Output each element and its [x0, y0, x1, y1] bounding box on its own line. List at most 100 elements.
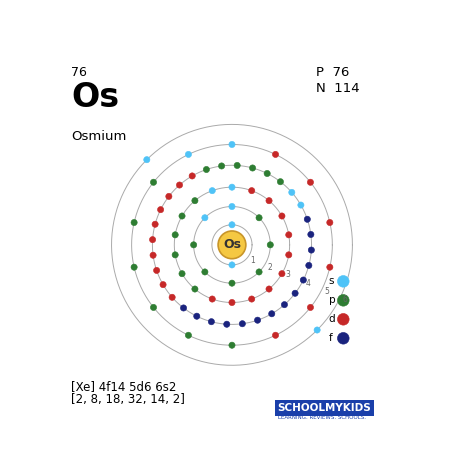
Circle shape: [229, 203, 235, 210]
Circle shape: [229, 222, 235, 228]
Circle shape: [185, 151, 191, 157]
Circle shape: [255, 317, 261, 323]
Circle shape: [160, 282, 166, 288]
Circle shape: [131, 264, 137, 270]
Circle shape: [229, 300, 235, 306]
Circle shape: [279, 213, 285, 219]
Circle shape: [203, 166, 210, 173]
Text: 4: 4: [305, 279, 310, 288]
Circle shape: [273, 151, 279, 157]
Circle shape: [234, 163, 240, 169]
Circle shape: [307, 179, 313, 185]
Circle shape: [209, 188, 215, 194]
Circle shape: [192, 198, 198, 204]
Circle shape: [209, 296, 215, 302]
Circle shape: [154, 267, 160, 273]
Circle shape: [229, 262, 235, 268]
Circle shape: [266, 198, 272, 204]
Circle shape: [224, 321, 230, 328]
Circle shape: [327, 219, 333, 226]
Circle shape: [266, 286, 272, 292]
Text: 6: 6: [343, 295, 348, 304]
Circle shape: [307, 304, 313, 310]
Circle shape: [179, 213, 185, 219]
Circle shape: [249, 165, 255, 171]
Circle shape: [337, 332, 349, 344]
Circle shape: [189, 173, 195, 179]
Circle shape: [264, 170, 270, 177]
Circle shape: [286, 252, 292, 258]
Circle shape: [191, 242, 197, 248]
Circle shape: [229, 342, 235, 348]
Circle shape: [289, 189, 295, 195]
Circle shape: [172, 232, 178, 238]
Circle shape: [194, 313, 200, 319]
Circle shape: [157, 207, 164, 213]
Circle shape: [308, 247, 314, 253]
Circle shape: [269, 310, 275, 317]
Text: [2, 8, 18, 32, 14, 2]: [2, 8, 18, 32, 14, 2]: [72, 393, 185, 406]
Circle shape: [219, 163, 225, 169]
Circle shape: [273, 332, 279, 338]
Circle shape: [248, 296, 255, 302]
Circle shape: [218, 231, 246, 259]
Text: 1: 1: [250, 255, 255, 264]
Circle shape: [152, 221, 158, 228]
Circle shape: [308, 231, 314, 237]
Circle shape: [239, 320, 246, 327]
Circle shape: [314, 327, 320, 333]
Circle shape: [229, 184, 235, 190]
Circle shape: [169, 294, 175, 301]
Text: Osmium: Osmium: [72, 130, 127, 143]
Circle shape: [192, 286, 198, 292]
Circle shape: [150, 179, 156, 185]
Circle shape: [166, 193, 172, 200]
Circle shape: [131, 219, 137, 226]
Circle shape: [256, 215, 262, 221]
Circle shape: [185, 332, 191, 338]
Text: f: f: [328, 333, 332, 343]
Circle shape: [229, 280, 235, 286]
Text: 76: 76: [72, 66, 87, 79]
Text: P  76: P 76: [316, 66, 349, 79]
Circle shape: [248, 188, 255, 194]
Circle shape: [149, 237, 155, 243]
Circle shape: [292, 290, 298, 296]
Circle shape: [327, 264, 333, 270]
Circle shape: [282, 301, 288, 308]
Text: 2: 2: [267, 263, 272, 272]
Circle shape: [337, 313, 349, 325]
Circle shape: [300, 277, 306, 283]
Circle shape: [202, 215, 208, 221]
Circle shape: [144, 156, 150, 163]
Circle shape: [256, 269, 262, 275]
Circle shape: [304, 216, 310, 222]
Circle shape: [277, 179, 283, 185]
Circle shape: [298, 202, 304, 208]
Text: p: p: [328, 295, 335, 305]
Circle shape: [267, 242, 273, 248]
Text: s: s: [328, 276, 334, 286]
Circle shape: [306, 262, 312, 269]
Circle shape: [229, 141, 235, 147]
Circle shape: [279, 271, 285, 277]
Circle shape: [172, 252, 178, 258]
Circle shape: [337, 294, 349, 306]
Circle shape: [176, 182, 182, 188]
Text: Os: Os: [72, 81, 119, 114]
Text: 3: 3: [285, 270, 290, 279]
Circle shape: [286, 232, 292, 238]
Text: d: d: [328, 314, 335, 324]
Circle shape: [150, 304, 156, 310]
Text: SCHOOLMYKIDS: SCHOOLMYKIDS: [278, 403, 371, 413]
Text: N  114: N 114: [316, 82, 360, 95]
Text: [Xe] 4f14 5d6 6s2: [Xe] 4f14 5d6 6s2: [72, 380, 177, 393]
Circle shape: [181, 305, 187, 311]
Text: 5: 5: [324, 287, 329, 296]
Circle shape: [179, 271, 185, 277]
Text: Os: Os: [223, 238, 241, 251]
Circle shape: [208, 319, 214, 325]
Text: LEARNING. REVIEWS. SCHOOLS.: LEARNING. REVIEWS. SCHOOLS.: [278, 415, 365, 420]
Circle shape: [202, 269, 208, 275]
Circle shape: [150, 252, 156, 258]
